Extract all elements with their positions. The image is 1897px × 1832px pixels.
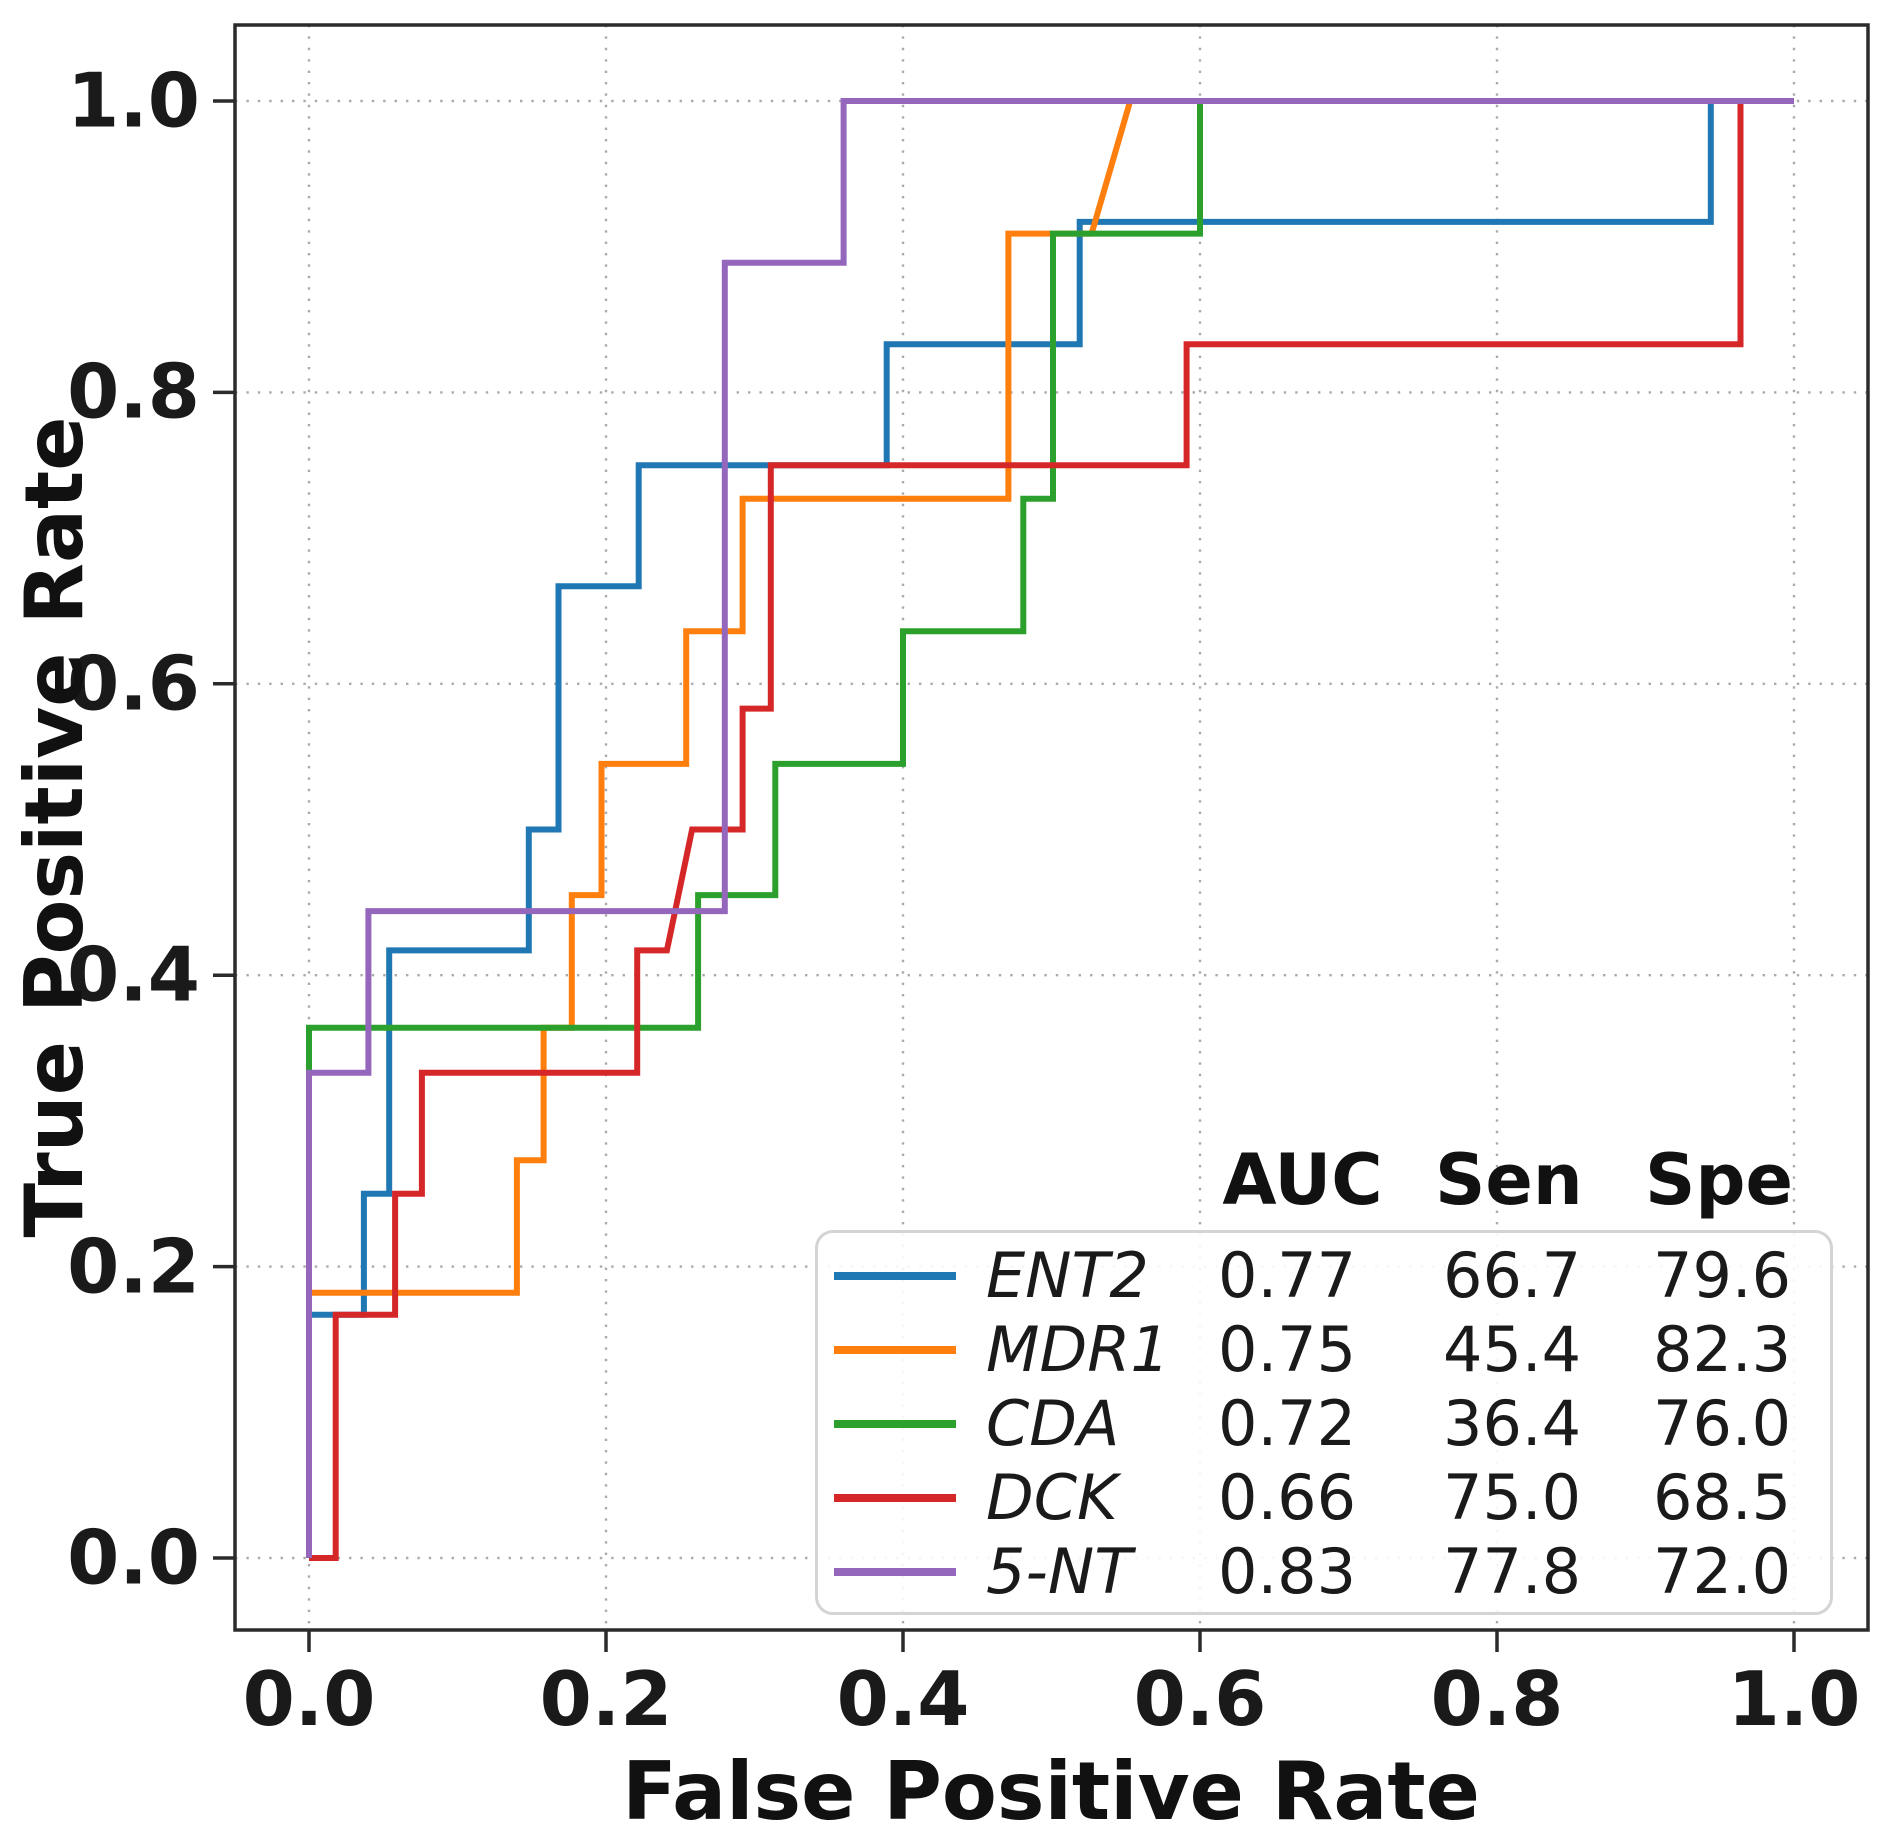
legend-series-name: MDR1 [986, 1313, 1170, 1386]
legend-sen-value: 66.7 [1443, 1239, 1582, 1312]
y-tick-label: 0.8 [67, 347, 200, 436]
legend-row: 5-NT 0.83 77.8 72.0 [818, 1535, 1830, 1609]
legend-auc-value: 0.72 [1218, 1387, 1357, 1460]
y-tick-label: 1.0 [67, 56, 200, 145]
x-tick-label: 0.6 [1133, 1655, 1267, 1743]
legend-sen-value: 45.4 [1443, 1313, 1582, 1386]
legend-spe-value: 76.0 [1653, 1387, 1792, 1460]
legend-row: CDA 0.72 36.4 76.0 [818, 1387, 1830, 1461]
legend-spe-value: 82.3 [1653, 1313, 1792, 1386]
x-axis-title: False Positive Rate [622, 1745, 1480, 1832]
x-tick-label: 0.8 [1430, 1655, 1564, 1743]
legend-row: ENT2 0.77 66.7 79.6 [818, 1239, 1830, 1313]
legend-line-sample [834, 1568, 956, 1576]
legend-spe-value: 79.6 [1653, 1239, 1792, 1312]
legend-row: MDR1 0.75 45.4 82.3 [818, 1313, 1830, 1387]
roc-curve-ent2 [306, 98, 1794, 1558]
x-tick-label: 0.0 [242, 1655, 376, 1743]
legend-column-header-spe: Spe [1645, 1139, 1793, 1221]
y-axis-title: True Positive Rate [8, 416, 101, 1238]
roc-curve-dck [309, 98, 1794, 1561]
legend-row: DCK 0.66 75.0 68.5 [818, 1461, 1830, 1535]
legend-auc-value: 0.83 [1218, 1535, 1357, 1608]
roc-curve-cda [306, 98, 1794, 1558]
legend-auc-value: 0.77 [1218, 1239, 1357, 1312]
legend-sen-value: 77.8 [1443, 1535, 1582, 1608]
legend-spe-value: 68.5 [1653, 1461, 1792, 1534]
y-tick-label: 0.6 [67, 639, 200, 728]
plot-frame [233, 23, 1870, 1632]
roc-curve-mdr1 [306, 98, 1794, 1558]
y-tick-label: 0.0 [67, 1513, 200, 1602]
legend-line-sample [834, 1346, 956, 1354]
y-tick-label: 0.4 [67, 930, 200, 1019]
legend-line-sample [834, 1272, 956, 1280]
legend-spe-value: 72.0 [1653, 1535, 1792, 1608]
legend-sen-value: 75.0 [1443, 1461, 1582, 1534]
legend-auc-value: 0.75 [1218, 1313, 1357, 1386]
legend-line-sample [834, 1494, 956, 1502]
x-tick-label: 0.2 [539, 1655, 673, 1743]
legend-sen-value: 36.4 [1443, 1387, 1582, 1460]
legend-series-name: DCK [986, 1461, 1118, 1534]
legend-line-sample [834, 1420, 956, 1428]
x-tick-label: 0.4 [836, 1655, 970, 1743]
x-tick-label: 1.0 [1727, 1655, 1861, 1743]
legend-auc-value: 0.66 [1218, 1461, 1357, 1534]
y-tick-label: 0.2 [67, 1222, 200, 1311]
legend-column-header-sen: Sen [1435, 1139, 1583, 1221]
legend: ENT2 0.77 66.7 79.6 MDR1 0.75 45.4 82.3 … [815, 1230, 1833, 1615]
roc-curve-5-nt [306, 98, 1794, 1558]
legend-series-name: 5-NT [986, 1535, 1133, 1608]
legend-series-name: ENT2 [986, 1239, 1149, 1312]
legend-series-name: CDA [986, 1387, 1120, 1460]
legend-column-header-auc: AUC [1222, 1139, 1383, 1221]
